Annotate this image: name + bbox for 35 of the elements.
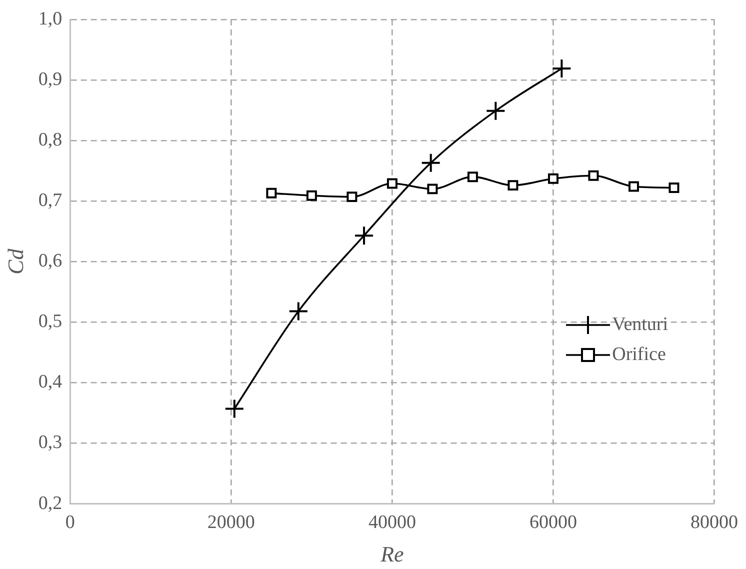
y-tick-label: 0,4 bbox=[38, 372, 63, 393]
point bbox=[486, 100, 506, 121]
x-tick-label: 20000 bbox=[207, 512, 255, 534]
point bbox=[552, 58, 572, 78]
point bbox=[508, 180, 518, 191]
point bbox=[420, 152, 441, 173]
y-tick-label: 0,9 bbox=[38, 68, 62, 90]
legend-label: Orifice bbox=[612, 344, 666, 366]
x-tick-label: 80000 bbox=[690, 512, 738, 534]
y-axis-title: Cd bbox=[2, 248, 28, 274]
point bbox=[588, 170, 599, 181]
point bbox=[668, 182, 680, 193]
point bbox=[354, 226, 374, 246]
point bbox=[628, 181, 639, 192]
y-tick-label: 0,5 bbox=[38, 311, 62, 332]
point bbox=[288, 301, 308, 322]
y-tick-label: 0,8 bbox=[38, 129, 62, 150]
legend-label: Venturi bbox=[612, 314, 668, 336]
y-tick-label: 0,6 bbox=[38, 250, 62, 272]
point bbox=[346, 192, 358, 202]
x-tick-label: 60000 bbox=[529, 512, 577, 534]
y-tick-label: 0,3 bbox=[38, 432, 62, 454]
point bbox=[427, 184, 438, 194]
x-axis-title: Re bbox=[380, 542, 404, 567]
point bbox=[386, 178, 398, 189]
point bbox=[224, 398, 244, 419]
y-tick-label: 1,0 bbox=[38, 8, 62, 30]
point bbox=[467, 172, 478, 182]
y-tick-label: 0,7 bbox=[38, 190, 62, 212]
point bbox=[266, 188, 277, 198]
point bbox=[548, 173, 558, 184]
x-tick-label: 0 bbox=[65, 512, 75, 534]
y-tick-label: 0,2 bbox=[38, 492, 62, 514]
x-tick-label: 40000 bbox=[368, 512, 416, 534]
point bbox=[306, 190, 317, 201]
